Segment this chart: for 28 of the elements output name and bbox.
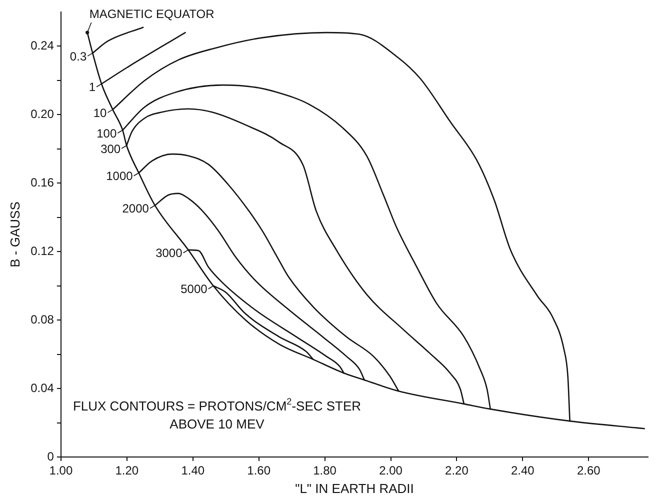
x-tick-label: 1.20 [115,464,139,478]
x-tick-label: 2.40 [510,464,535,478]
y-tick-label: 0.20 [30,107,54,122]
legend-label: 300 [100,142,121,156]
legend-label: 2000 [122,202,150,216]
x-tick-label: 2.00 [379,464,403,478]
x-tick-label: 1.60 [247,464,271,478]
x-axis-title: "L" IN EARTH RADII [295,480,414,496]
legend-label: 3000 [156,246,183,260]
legend-label: 1 [88,80,96,94]
legend-label: 100 [96,126,117,140]
x-tick-label: 1.40 [181,464,205,478]
y-tick-label: 0.24 [30,38,54,53]
x-tick-label: 2.20 [445,464,469,478]
legend-label: 10 [93,106,108,120]
y-tick-label: 0.08 [30,312,54,326]
y-tick-label: 0.16 [30,175,54,190]
y-tick-label: 0.12 [30,244,54,258]
annotation: MAGNETIC EQUATOR [89,6,215,21]
y-tick-label: 0 [47,449,54,464]
x-tick-label: 1.00 [49,464,73,478]
legend-label: 0.3 [70,49,87,64]
x-tick-label: 1.80 [313,464,337,478]
y-axis-title: B - GAUSS [7,201,22,268]
y-tick-label: 0.04 [30,380,54,395]
legend-label: 1000 [106,169,134,184]
legend-label: 5000 [180,282,208,296]
x-tick-label: 2.60 [576,464,601,478]
